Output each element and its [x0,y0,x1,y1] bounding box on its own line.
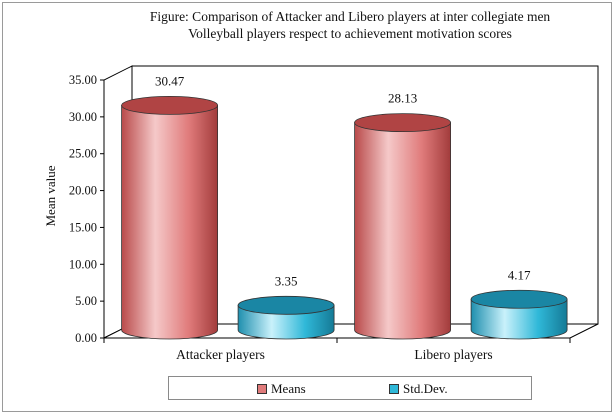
bar-std-dev-1 [470,289,568,340]
y-tick-label: 30.00 [69,110,97,124]
y-tick-label: 0.00 [75,331,97,345]
bar-top-means-1 [354,113,451,133]
chart-title-line-1: Figure: Comparison of Attacker and Liber… [149,9,551,24]
chart-legend: Means Std.Dev. [168,376,532,400]
category-label-1: Libero players [414,347,492,362]
data-label-means-1: 28.13 [388,91,417,106]
bar-body-means-1 [354,122,451,340]
legend-label-std-dev: Std.Dev. [403,381,448,396]
bar-std-dev-0 [237,295,335,340]
legend-label-means: Means [271,381,306,396]
chart-title: Figure: Comparison of Attacker and Liber… [120,8,580,42]
bar-body-std-dev-0 [237,304,335,340]
bar-top-std-dev-1 [470,289,568,309]
y-tick-label: 10.00 [69,257,97,271]
bar-body-means-0 [121,104,218,340]
data-label-std-dev-1: 4.17 [508,267,531,282]
bar-body-std-dev-1 [470,298,568,340]
category-label-0: Attacker players [176,347,265,362]
chart-title-line-2: Volleyball players respect to achievemen… [188,26,512,41]
bar-top-means-0 [121,95,218,115]
legend-swatch-means [257,384,267,394]
legend-item-std-dev: Std.Dev. [389,381,448,397]
y-tick-label: 15.00 [69,220,97,234]
bar-top-std-dev-0 [237,295,335,315]
legend-swatch-std-dev [389,384,399,394]
bar-means-1 [354,113,451,340]
y-tick-label: 5.00 [75,294,97,308]
y-tick-label: 25.00 [69,147,97,161]
y-tick-label: 20.00 [69,184,97,198]
legend-item-means: Means [257,381,306,397]
data-label-means-0: 30.47 [155,73,185,88]
y-tick-label: 35.00 [69,73,97,87]
bar-means-0 [121,95,218,340]
data-label-std-dev-0: 3.35 [275,273,298,288]
